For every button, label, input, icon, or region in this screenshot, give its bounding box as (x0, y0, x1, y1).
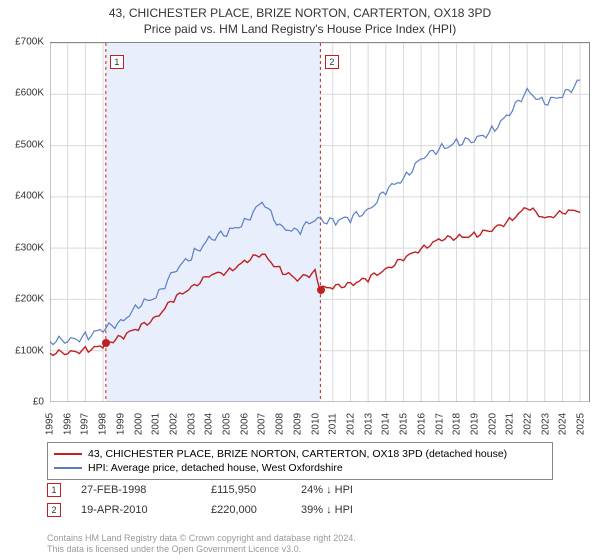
sale-point (317, 286, 325, 294)
x-tick-label: 2014 (381, 413, 392, 435)
x-tick-label: 1997 (80, 413, 91, 435)
chart-plot-area: 12 (50, 42, 590, 402)
y-tick-label: £200K (15, 294, 44, 305)
sales-row-price: £115,950 (211, 484, 281, 496)
x-tick-label: 2021 (505, 413, 516, 435)
x-tick-label: 2007 (257, 413, 268, 435)
sale-marker-label: 1 (110, 55, 124, 69)
sales-row: 2 19-APR-2010 £220,000 39% ↓ HPI (47, 500, 381, 520)
sales-row-pct: 24% ↓ HPI (301, 484, 381, 496)
y-tick-label: £100K (15, 345, 44, 356)
x-tick-label: 2008 (275, 413, 286, 435)
y-tick-label: £400K (15, 191, 44, 202)
legend-label: 43, CHICHESTER PLACE, BRIZE NORTON, CART… (88, 448, 507, 460)
chart-title: 43, CHICHESTER PLACE, BRIZE NORTON, CART… (0, 6, 600, 20)
sales-row-marker: 1 (47, 483, 61, 497)
x-tick-label: 2019 (469, 413, 480, 435)
x-tick-label: 2020 (487, 413, 498, 435)
x-tick-label: 2009 (292, 413, 303, 435)
chart-subtitle: Price paid vs. HM Land Registry's House … (0, 22, 600, 36)
legend-swatch (54, 467, 82, 469)
x-tick-label: 1995 (45, 413, 56, 435)
legend-row: 43, CHICHESTER PLACE, BRIZE NORTON, CART… (54, 447, 546, 461)
x-tick-label: 2016 (416, 413, 427, 435)
y-tick-label: £600K (15, 88, 44, 99)
x-tick-label: 2012 (345, 413, 356, 435)
legend-row: HPI: Average price, detached house, West… (54, 461, 546, 475)
x-tick-label: 2005 (222, 413, 233, 435)
footer-line: Contains HM Land Registry data © Crown c… (47, 533, 356, 545)
sales-row-marker: 2 (47, 503, 61, 517)
sales-row: 1 27-FEB-1998 £115,950 24% ↓ HPI (47, 480, 381, 500)
y-axis: £0£100K£200K£300K£400K£500K£600K£700K (0, 42, 48, 402)
x-tick-label: 2025 (576, 413, 587, 435)
x-tick-label: 2010 (310, 413, 321, 435)
y-tick-label: £0 (33, 397, 44, 408)
x-tick-label: 2006 (239, 413, 250, 435)
chart-svg (50, 43, 589, 402)
y-tick-label: £700K (15, 37, 44, 48)
x-axis: 1995199619971998199920002001200220032004… (50, 404, 590, 440)
sales-row-date: 19-APR-2010 (81, 504, 191, 516)
sales-row-pct: 39% ↓ HPI (301, 504, 381, 516)
x-tick-label: 2003 (186, 413, 197, 435)
x-tick-label: 2013 (363, 413, 374, 435)
x-tick-label: 2002 (168, 413, 179, 435)
x-tick-label: 2022 (523, 413, 534, 435)
footer-attribution: Contains HM Land Registry data © Crown c… (47, 533, 356, 556)
sales-row-price: £220,000 (211, 504, 281, 516)
sales-table: 1 27-FEB-1998 £115,950 24% ↓ HPI 2 19-APR-201… (47, 480, 381, 520)
x-tick-label: 2004 (204, 413, 215, 435)
legend-label: HPI: Average price, detached house, West… (88, 462, 343, 474)
y-tick-label: £500K (15, 139, 44, 150)
legend: 43, CHICHESTER PLACE, BRIZE NORTON, CART… (47, 442, 553, 480)
sale-point (102, 339, 110, 347)
legend-swatch (54, 453, 82, 455)
x-tick-label: 2023 (540, 413, 551, 435)
x-tick-label: 2000 (133, 413, 144, 435)
x-tick-label: 1998 (98, 413, 109, 435)
x-tick-label: 2017 (434, 413, 445, 435)
x-tick-label: 2011 (328, 413, 339, 435)
x-tick-label: 1996 (62, 413, 73, 435)
sales-row-date: 27-FEB-1998 (81, 484, 191, 496)
sale-marker-label: 2 (325, 55, 339, 69)
x-tick-label: 2018 (452, 413, 463, 435)
x-tick-label: 2024 (558, 413, 569, 435)
x-tick-label: 2015 (399, 413, 410, 435)
y-tick-label: £300K (15, 242, 44, 253)
x-tick-label: 1999 (115, 413, 126, 435)
footer-line: This data is licensed under the Open Gov… (47, 544, 356, 556)
x-tick-label: 2001 (151, 413, 162, 435)
